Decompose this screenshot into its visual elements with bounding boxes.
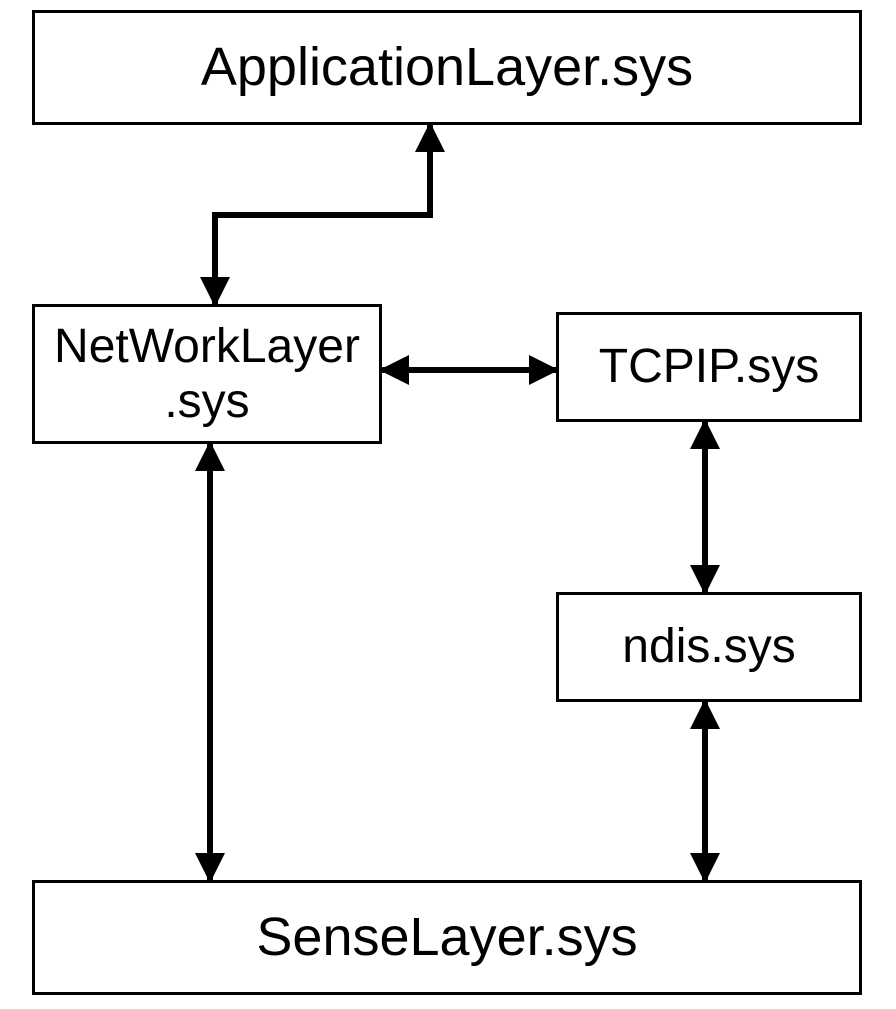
node-application: ApplicationLayer.sys — [32, 10, 862, 125]
node-tcpip-label: TCPIP.sys — [599, 339, 820, 394]
edges-layer — [0, 0, 896, 1009]
node-network: NetWorkLayer.sys — [32, 304, 382, 444]
node-sense-label: SenseLayer.sys — [256, 906, 637, 968]
diagram-canvas: ApplicationLayer.sys NetWorkLayer.sys TC… — [0, 0, 896, 1009]
node-tcpip: TCPIP.sys — [556, 312, 862, 422]
node-network-label: NetWorkLayer.sys — [54, 319, 360, 429]
node-ndis-label: ndis.sys — [622, 619, 795, 674]
node-application-label: ApplicationLayer.sys — [201, 36, 693, 98]
edge-app-to-network — [215, 125, 430, 304]
node-sense: SenseLayer.sys — [32, 880, 862, 995]
node-ndis: ndis.sys — [556, 592, 862, 702]
